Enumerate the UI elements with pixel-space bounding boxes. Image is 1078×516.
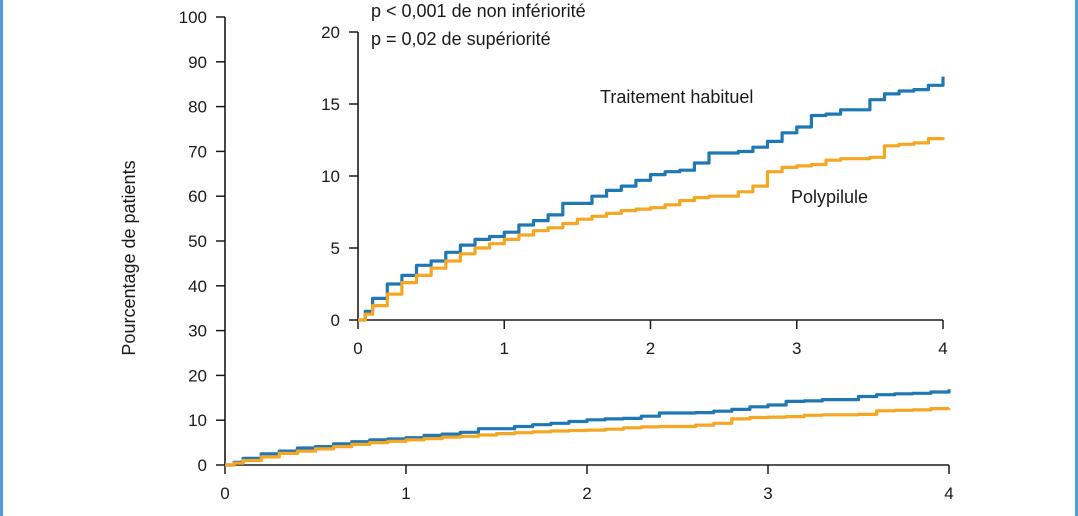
inset-y-tick-label: 0 [331,311,340,330]
main-y-tick-label: 30 [188,322,207,341]
inset-chart-axes: 0 5 10 15 20 0 1 2 3 4 [321,23,948,358]
inset-x-tick-label: 1 [500,339,509,358]
main-x-tick-label: 3 [763,484,772,503]
main-x-tick-label: 2 [582,484,591,503]
main-y-tick-label: 0 [198,456,207,475]
main-x-tick-label: 0 [220,484,229,503]
inset-x-tick-label: 3 [792,339,801,358]
main-y-tick-label: 60 [188,187,207,206]
inset-annotation-superiority: p = 0,02 de supériorité [371,29,551,49]
main-y-tick-label: 40 [188,277,207,296]
inset-y-tick-label: 20 [321,23,340,42]
main-y-tick-label: 100 [179,8,207,27]
inset-label-traitement-habituel: Traitement habituel [600,87,753,107]
inset-series-line-polypilule [358,137,945,322]
main-y-tick-label: 20 [188,366,207,385]
main-y-tick-label: 10 [188,411,207,430]
main-chart-series [225,389,951,467]
main-series-line-polypilule [225,407,951,467]
inset-y-tick-label: 10 [321,167,340,186]
inset-label-polypilule: Polypilule [791,187,868,207]
main-y-tick-label: 90 [188,53,207,72]
main-y-tick-label: 70 [188,142,207,161]
inset-y-tick-label: 5 [331,239,340,258]
main-y-axis-label: Pourcentage de patients [119,160,139,355]
inset-y-tick-label: 15 [321,95,340,114]
main-x-tick-label: 4 [944,484,953,503]
inset-x-tick-label: 4 [938,339,947,358]
main-x-tick-label: 1 [401,484,410,503]
inset-x-tick-label: 0 [353,339,362,358]
inset-x-tick-label: 2 [646,339,655,358]
inset-annotation-noninferiority: p < 0,001 de non infériorité [371,1,586,21]
main-y-tick-label: 50 [188,232,207,251]
inset-background [303,0,965,326]
inset-chart-series [358,76,945,322]
main-y-tick-label: 80 [188,98,207,117]
main-series-line-traitement-habituel [225,389,951,467]
